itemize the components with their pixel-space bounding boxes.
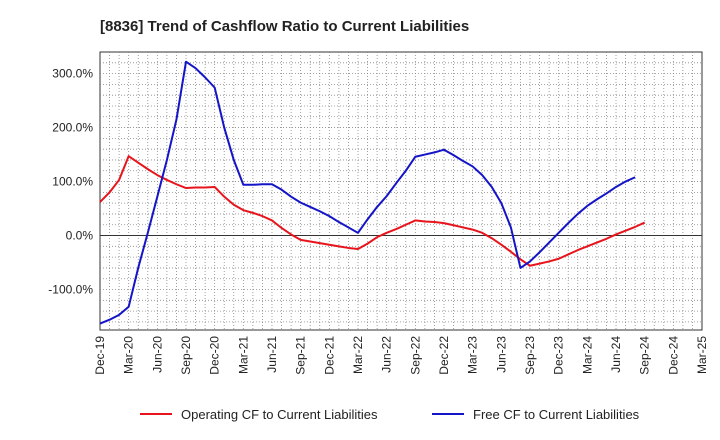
x-tick-label: Mar-25 bbox=[695, 336, 709, 374]
x-tick-label: Mar-20 bbox=[122, 336, 136, 374]
series-line-2 bbox=[99, 60, 636, 325]
x-tick-label: Mar-24 bbox=[580, 336, 594, 374]
x-tick-label: Dec-23 bbox=[552, 336, 566, 375]
axes: 300.0% 200.0% 100.0% 0.0% -100.0% Dec-19 Mar-2… bbox=[48, 67, 709, 375]
y-tick-label: 300.0% bbox=[52, 67, 93, 81]
x-tick-label: Sep-24 bbox=[638, 336, 652, 375]
series-layer bbox=[99, 60, 646, 325]
x-tick-label: Jun-20 bbox=[150, 336, 164, 373]
y-tick-label: 0.0% bbox=[66, 229, 94, 243]
legend-label-1: Operating CF to Current Liabilities bbox=[181, 407, 378, 422]
x-tick-label: Jun-23 bbox=[494, 336, 508, 373]
x-tick-label: Jun-21 bbox=[265, 336, 279, 373]
y-tick-label: 100.0% bbox=[52, 175, 93, 189]
y-tick-label: 200.0% bbox=[52, 121, 93, 135]
x-tick-label: Dec-24 bbox=[666, 336, 680, 375]
x-tick-label: Dec-19 bbox=[93, 336, 107, 375]
x-tick-label: Mar-23 bbox=[466, 336, 480, 374]
x-tick-label: Sep-23 bbox=[523, 336, 537, 375]
x-tick-label: Dec-22 bbox=[437, 336, 451, 375]
y-tick-label: -100.0% bbox=[48, 283, 93, 297]
x-tick-label: Mar-21 bbox=[236, 336, 250, 374]
grid bbox=[99, 51, 703, 331]
x-tick-label: Dec-20 bbox=[208, 336, 222, 375]
x-tick-label: Sep-21 bbox=[294, 336, 308, 375]
plot-frame bbox=[99, 51, 703, 331]
x-tick-label: Sep-22 bbox=[408, 336, 422, 375]
series-line-1 bbox=[99, 155, 646, 267]
x-tick-label: Mar-22 bbox=[351, 336, 365, 374]
chart-title: [8836] Trend of Cashflow Ratio to Curren… bbox=[100, 18, 469, 35]
x-tick-label: Sep-20 bbox=[179, 336, 193, 375]
legend-label-2: Free CF to Current Liabilities bbox=[473, 407, 640, 422]
x-tick-label: Jun-22 bbox=[380, 336, 394, 373]
x-tick-label: Dec-21 bbox=[322, 336, 336, 375]
x-tick-label: Jun-24 bbox=[609, 336, 623, 373]
legend: Operating CF to Current Liabilities Free … bbox=[140, 407, 640, 422]
